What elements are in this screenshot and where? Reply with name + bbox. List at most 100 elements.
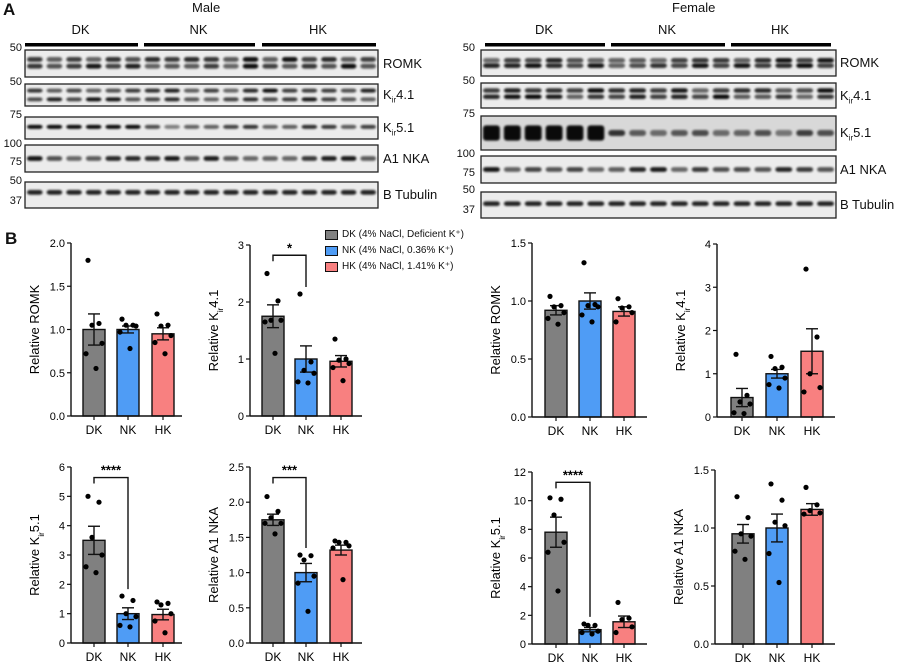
blot-band — [66, 190, 82, 195]
data-point — [83, 351, 89, 357]
blot-band — [85, 88, 102, 93]
y-tick-label: 1 — [705, 369, 711, 381]
blot-band — [503, 125, 521, 141]
male-group-bar-hk — [262, 43, 376, 47]
blot-band — [301, 124, 318, 129]
blot-band — [629, 129, 647, 137]
blot-band — [566, 63, 584, 68]
blot-band — [46, 88, 63, 93]
blot-band — [223, 57, 239, 62]
legend-label-dk: DK (4% NaCl, Deficient K⁺) — [342, 229, 464, 240]
data-point — [308, 359, 314, 365]
chart-female-relative-kir4-1: 0 1 2 3 4 DK NK HK Relative Kir4.1 — [673, 239, 835, 438]
legend-label-nk: NK (4% NaCl, 0.36% K⁺) — [342, 245, 454, 256]
data-point — [268, 317, 274, 323]
blot-band — [650, 94, 667, 99]
blot-band — [545, 167, 563, 172]
data-point — [297, 291, 303, 297]
blot-band — [85, 124, 102, 129]
y-tick-label: 8 — [520, 524, 526, 536]
x-tick-label-dk: DK — [86, 423, 103, 437]
bar-dk — [261, 315, 285, 417]
data-point — [581, 621, 587, 627]
male-blot-a1-nka — [24, 144, 379, 173]
data-point — [741, 410, 747, 417]
blot-band — [733, 94, 751, 99]
chart-female-relative-kir5-1: 0 2 4 6 8 10 12 DK NK HK Relative Kir5.1 **** — [488, 467, 647, 665]
blot-band — [733, 58, 751, 63]
blot-band — [105, 88, 122, 93]
blot-band — [691, 63, 709, 68]
blot-band — [587, 88, 605, 93]
data-point — [165, 322, 171, 328]
blot-band — [301, 63, 318, 69]
blot-band — [360, 156, 376, 161]
data-point — [165, 600, 171, 607]
blot-band — [66, 124, 82, 129]
blot-band — [670, 88, 688, 93]
y-tick-label: 2 — [705, 326, 711, 338]
data-point — [127, 624, 133, 630]
y-tick-label: 0.5 — [511, 354, 526, 366]
blot-band — [775, 58, 793, 63]
blot-band — [712, 129, 730, 137]
female-group-bar-hk — [731, 43, 831, 47]
data-point — [133, 614, 139, 620]
y-tick-label: 0 — [238, 411, 244, 423]
blot-band — [242, 156, 259, 161]
blot-band — [796, 129, 814, 137]
blot-band — [817, 129, 834, 137]
data-point — [579, 629, 585, 636]
y-tick-label: 1.0 — [229, 568, 244, 580]
blot-band — [125, 190, 141, 195]
data-point — [619, 305, 625, 311]
chart-male-relative-kir4-1: 0 1 2 3 DK NK HK Relative Kir4.1 * — [206, 240, 362, 437]
blot-band — [164, 190, 180, 195]
blot-band — [670, 94, 688, 99]
blot-band — [183, 63, 200, 69]
data-point — [162, 351, 168, 357]
bar-dk — [544, 531, 568, 645]
data-point — [814, 502, 820, 508]
male-mw-marker: 50 — [9, 76, 22, 88]
blot-band — [775, 167, 793, 172]
female-protein-label: Kir5.1 — [840, 125, 872, 143]
female-mw-marker: 100 — [456, 148, 475, 160]
male-group-bar-dk — [25, 43, 138, 47]
blot-band — [105, 97, 122, 102]
x-tick-label-dk: DK — [548, 651, 565, 665]
male-protein-label: Kir4.1 — [383, 87, 415, 105]
data-point — [737, 399, 743, 405]
blot-band — [27, 97, 43, 102]
data-point — [130, 597, 136, 604]
blot-band — [183, 190, 200, 195]
blot-band — [566, 201, 584, 207]
blot-band — [670, 58, 688, 63]
data-point — [99, 340, 105, 346]
data-point — [123, 611, 129, 617]
chart-male-relative-kir5-1: 0 1 2 3 4 5 6 DK NK HK Relative Kir5.1 **** — [27, 462, 182, 664]
data-point — [747, 401, 753, 407]
data-point — [776, 579, 782, 586]
data-point — [766, 381, 772, 388]
data-point — [613, 319, 619, 325]
x-tick-label-hk: HK — [333, 650, 350, 664]
blot-band — [712, 167, 730, 172]
data-point — [626, 304, 632, 310]
blot-band — [46, 63, 63, 69]
male-blot-kir4-1 — [24, 83, 379, 107]
data-point — [332, 336, 338, 342]
male-mw-marker: 50 — [9, 175, 22, 187]
data-point — [330, 364, 336, 371]
data-point — [262, 319, 268, 325]
data-point — [734, 494, 740, 500]
blot-band — [223, 124, 239, 129]
data-point — [745, 514, 751, 521]
data-point — [768, 353, 774, 360]
male-protein-label: B Tubulin — [383, 187, 438, 202]
blot-band — [817, 201, 834, 207]
blot-band — [733, 167, 751, 172]
blot-band — [281, 57, 298, 62]
data-point — [589, 319, 595, 325]
y-tick-label: 1 — [238, 354, 244, 366]
